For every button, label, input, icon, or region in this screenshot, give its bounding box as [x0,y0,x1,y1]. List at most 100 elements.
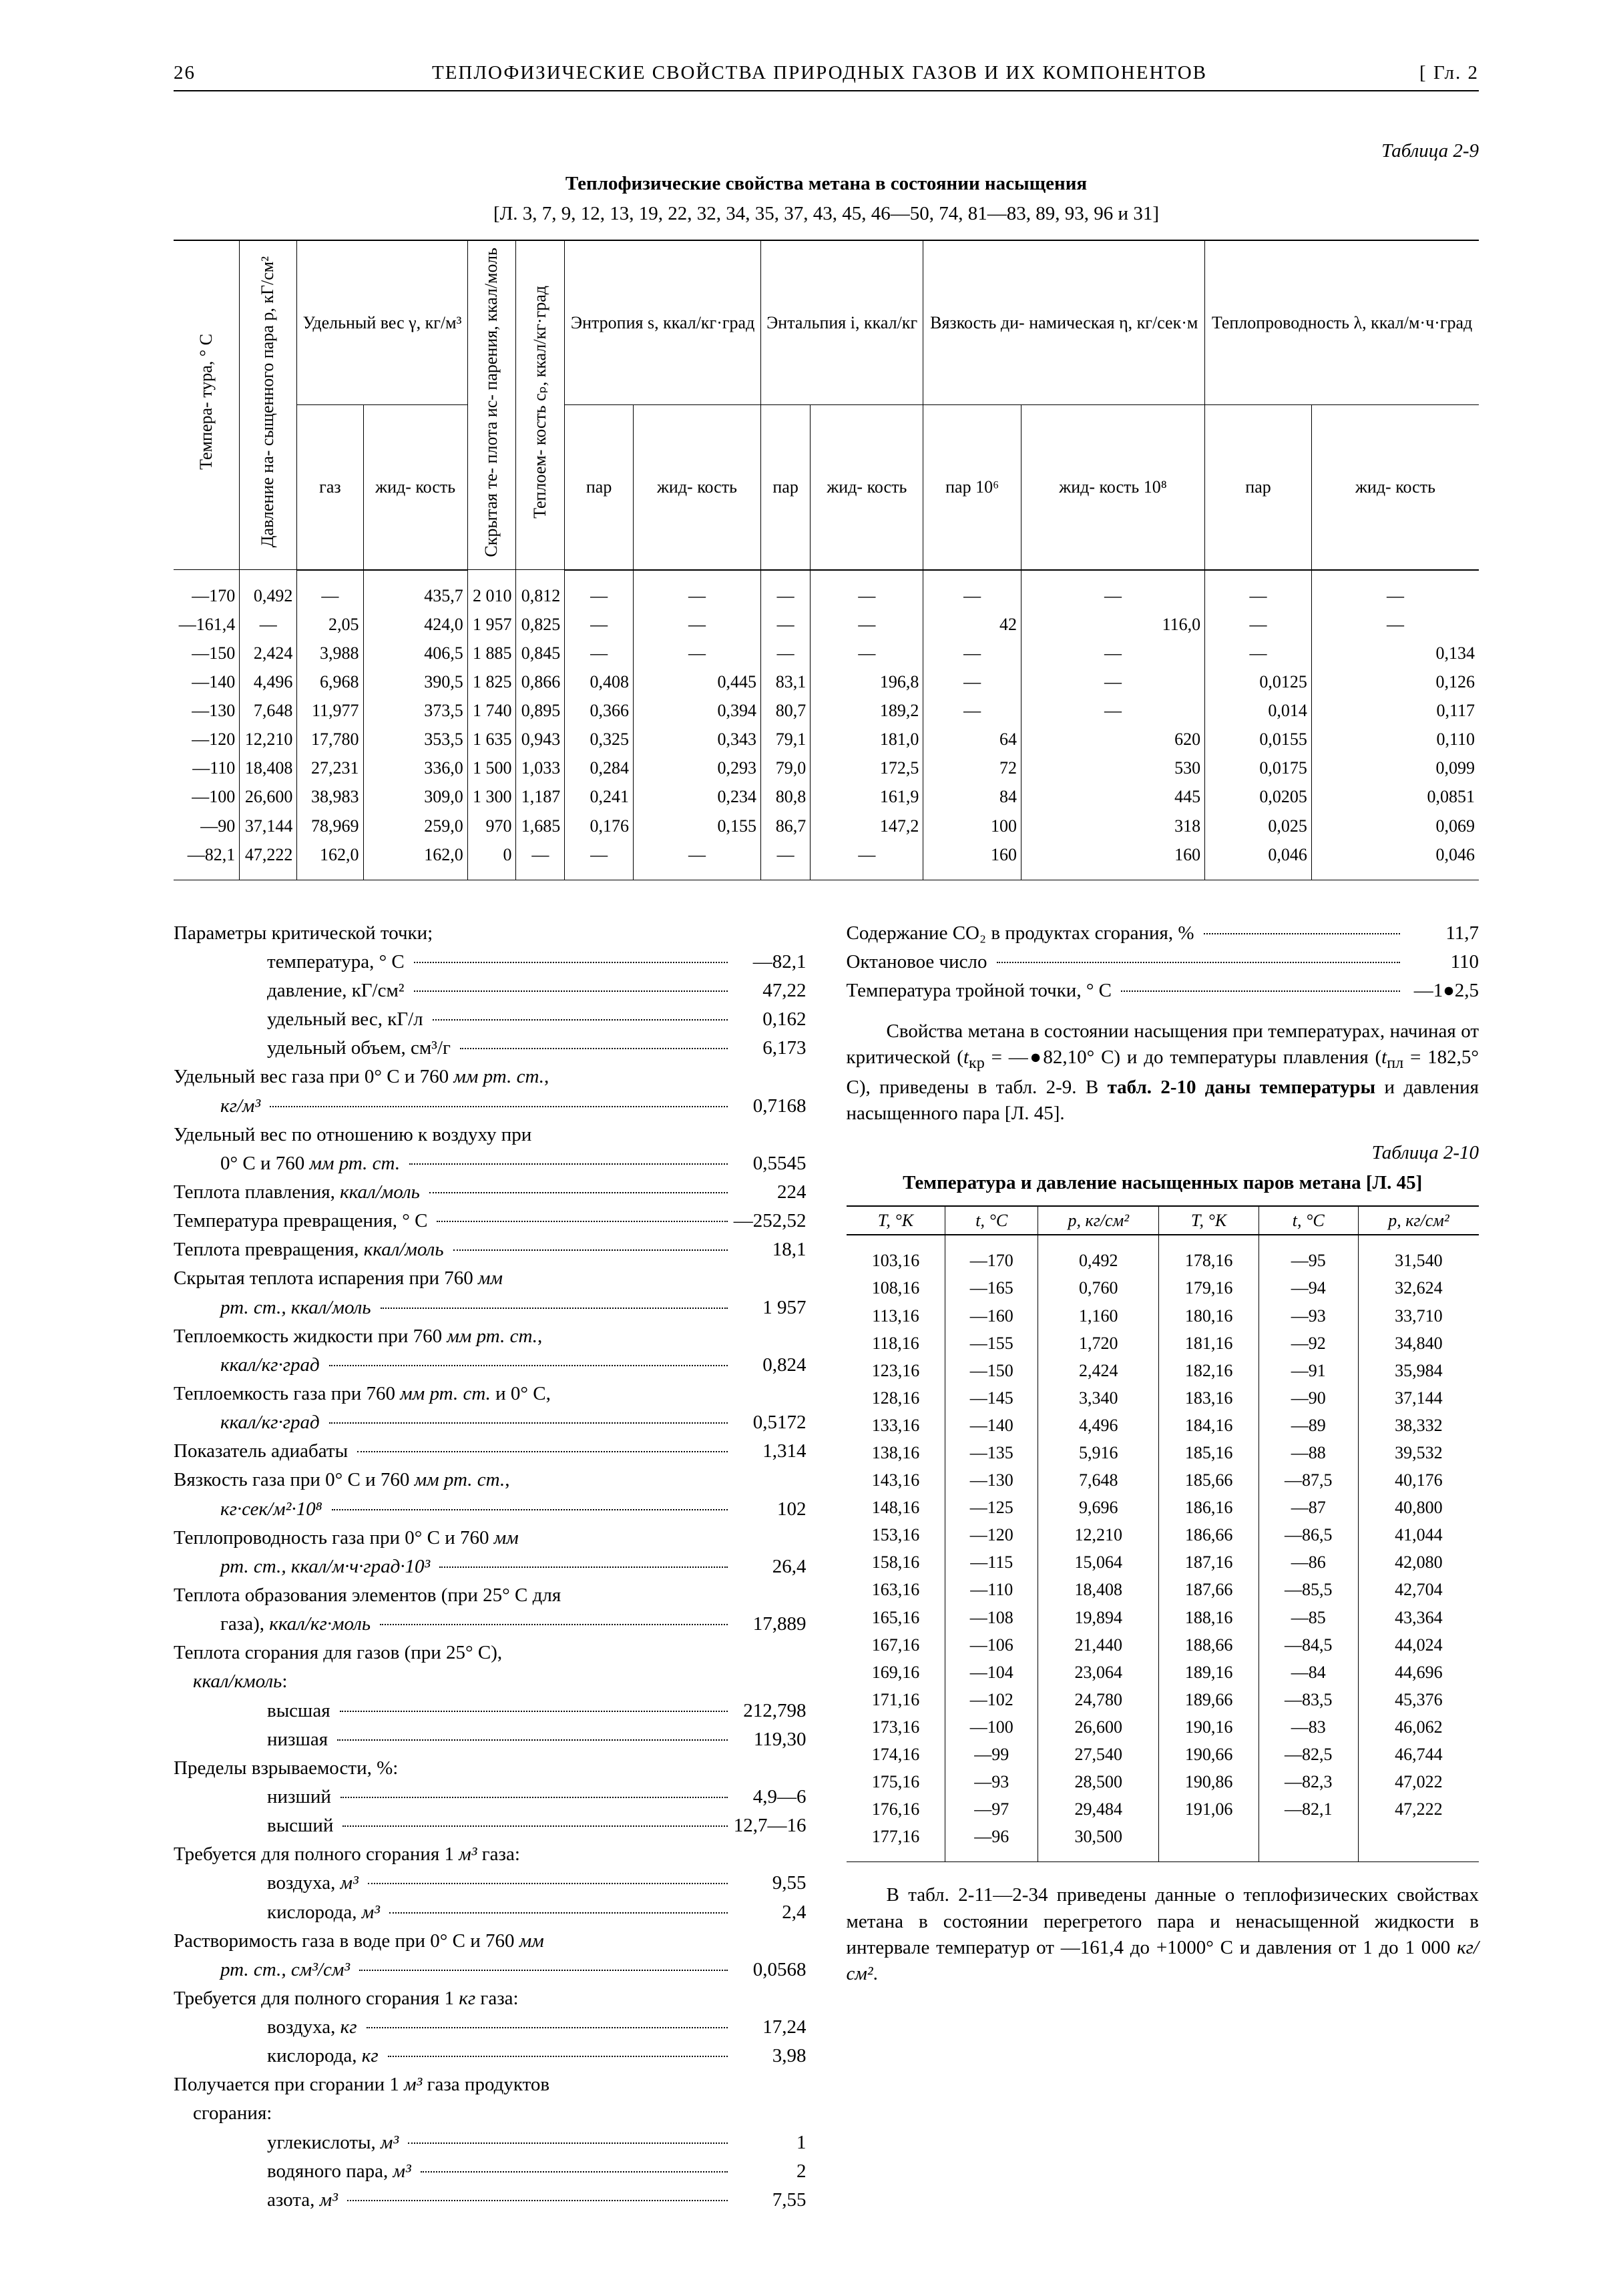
cell: — [811,840,923,880]
cell: —140 [174,667,240,696]
cell: 0,069 [1311,812,1479,840]
cell: — [240,610,297,639]
leader-dots [388,2056,728,2057]
cell: —150 [174,639,240,667]
property-row: воздуха, м³9,55 [174,1870,807,1896]
cell: 42 [923,610,1021,639]
cell: 0,812 [516,570,565,610]
property-value: 9,55 [733,1870,807,1896]
cell: — [923,639,1021,667]
cell: 4,496 [240,667,297,696]
cell: 46,062 [1358,1713,1479,1741]
cell: 162,0 [297,840,363,880]
cell: 43,364 [1358,1604,1479,1631]
subcol-vapor: пар [760,405,810,570]
cell: 9,696 [1038,1494,1159,1521]
property-value: 1 [733,2130,807,2156]
cell: 0,492 [1038,1235,1159,1274]
cell: 0,943 [516,725,565,754]
cell: —91 [1259,1357,1358,1384]
property-label: азота, м³ [267,2187,338,2213]
leader-dots [1204,933,1400,934]
cell: 180,16 [1159,1302,1259,1330]
property-value: 110 [1405,949,1479,975]
cell: — [923,696,1021,725]
property-row: кислорода, кг3,98 [174,2043,807,2069]
cell: 187,16 [1159,1548,1259,1576]
property-value: 11,7 [1405,920,1479,946]
leader-dots [433,1019,728,1021]
property-label: воздуха, кг [267,2014,357,2040]
table-2-9-label: Таблица 2-9 [174,138,1479,164]
cell: 1 885 [467,639,516,667]
property-row: ккал/кг·град0,5172 [174,1410,807,1436]
cell: —115 [945,1548,1038,1576]
cell: 1,720 [1038,1330,1159,1357]
subcol-visc-gas: пар 10⁶ [923,405,1021,570]
property-heading: Пределы взрываемости, %: [174,1755,807,1781]
cell: —87 [1259,1494,1358,1521]
cell: 147,2 [811,812,923,840]
property-row: рт. ст., ккал/м·ч·град·10³26,4 [174,1554,807,1580]
leader-dots [347,2200,728,2201]
leader-dots [340,1797,728,1798]
property-label: водяного пара, м³ [267,2159,411,2185]
leader-dots [368,1883,728,1884]
subcol-vapor: пар [565,405,634,570]
property-value: 0,5172 [733,1410,807,1436]
cell: — [1311,610,1479,639]
cell: — [1021,570,1204,610]
cell: 196,8 [811,667,923,696]
cell: 178,16 [1159,1235,1259,1274]
property-value: 7,55 [733,2187,807,2213]
cell: 163,16 [847,1576,945,1603]
cell: 172,5 [811,754,923,782]
property-row: низший4,9—6 [174,1784,807,1810]
cell: 173,16 [847,1713,945,1741]
subcol-liq: жид- кость [363,405,467,570]
property-line: Удельный вес газа при 0° С и 760 мм рт. … [174,1064,807,1090]
cell: 406,5 [363,639,467,667]
cell: —170 [945,1235,1038,1274]
property-value: 3,98 [733,2043,807,2069]
cell: — [1311,570,1479,610]
cell: 353,5 [363,725,467,754]
properties-right-top: Содержание CO₂ в продуктах сгорания, %11… [847,920,1479,1004]
cell: —87,5 [1259,1466,1358,1494]
cell: 6,968 [297,667,363,696]
cell: — [633,610,760,639]
cell: 190,86 [1159,1768,1259,1795]
cell: 2,424 [1038,1357,1159,1384]
cell: 47,222 [1358,1795,1479,1823]
property-label: ккал/кг·град [220,1352,320,1378]
col-temp: Темпера- тура, ° С [197,330,216,474]
leader-dots [337,1739,727,1741]
cell: 0,284 [565,754,634,782]
property-value: 0,7168 [733,1093,807,1119]
cell: — [633,840,760,880]
property-value: 17,889 [733,1611,807,1637]
property-row: давление, кГ/см²47,22 [174,978,807,1004]
cell: —161,4 [174,610,240,639]
col-t-k: T, °K [847,1206,945,1235]
cell: 169,16 [847,1659,945,1686]
property-row: воздуха, кг17,24 [174,2014,807,2040]
cell: 390,5 [363,667,467,696]
cell: 309,0 [363,782,467,811]
cell: 2,05 [297,610,363,639]
col-enthalpy: Энтальпия i, ккал/кг [760,240,923,405]
cell: 1 957 [467,610,516,639]
property-label: высший [267,1813,333,1839]
cell: —83,5 [1259,1686,1358,1713]
property-line: Теплоемкость жидкости при 760 мм рт. ст.… [174,1324,807,1350]
cell: 189,2 [811,696,923,725]
cell: 0,0205 [1205,782,1312,811]
cell: 29,484 [1038,1795,1159,1823]
cell: 113,16 [847,1302,945,1330]
cell: — [811,639,923,667]
col-specweight: Удельный вес γ, кг/м³ [297,240,467,405]
cell: —155 [945,1330,1038,1357]
col-latent: Скрытая те- плота ис- парения, ккал/моль [482,244,501,561]
property-value: 0,5545 [733,1151,807,1177]
leader-dots [437,1221,727,1222]
